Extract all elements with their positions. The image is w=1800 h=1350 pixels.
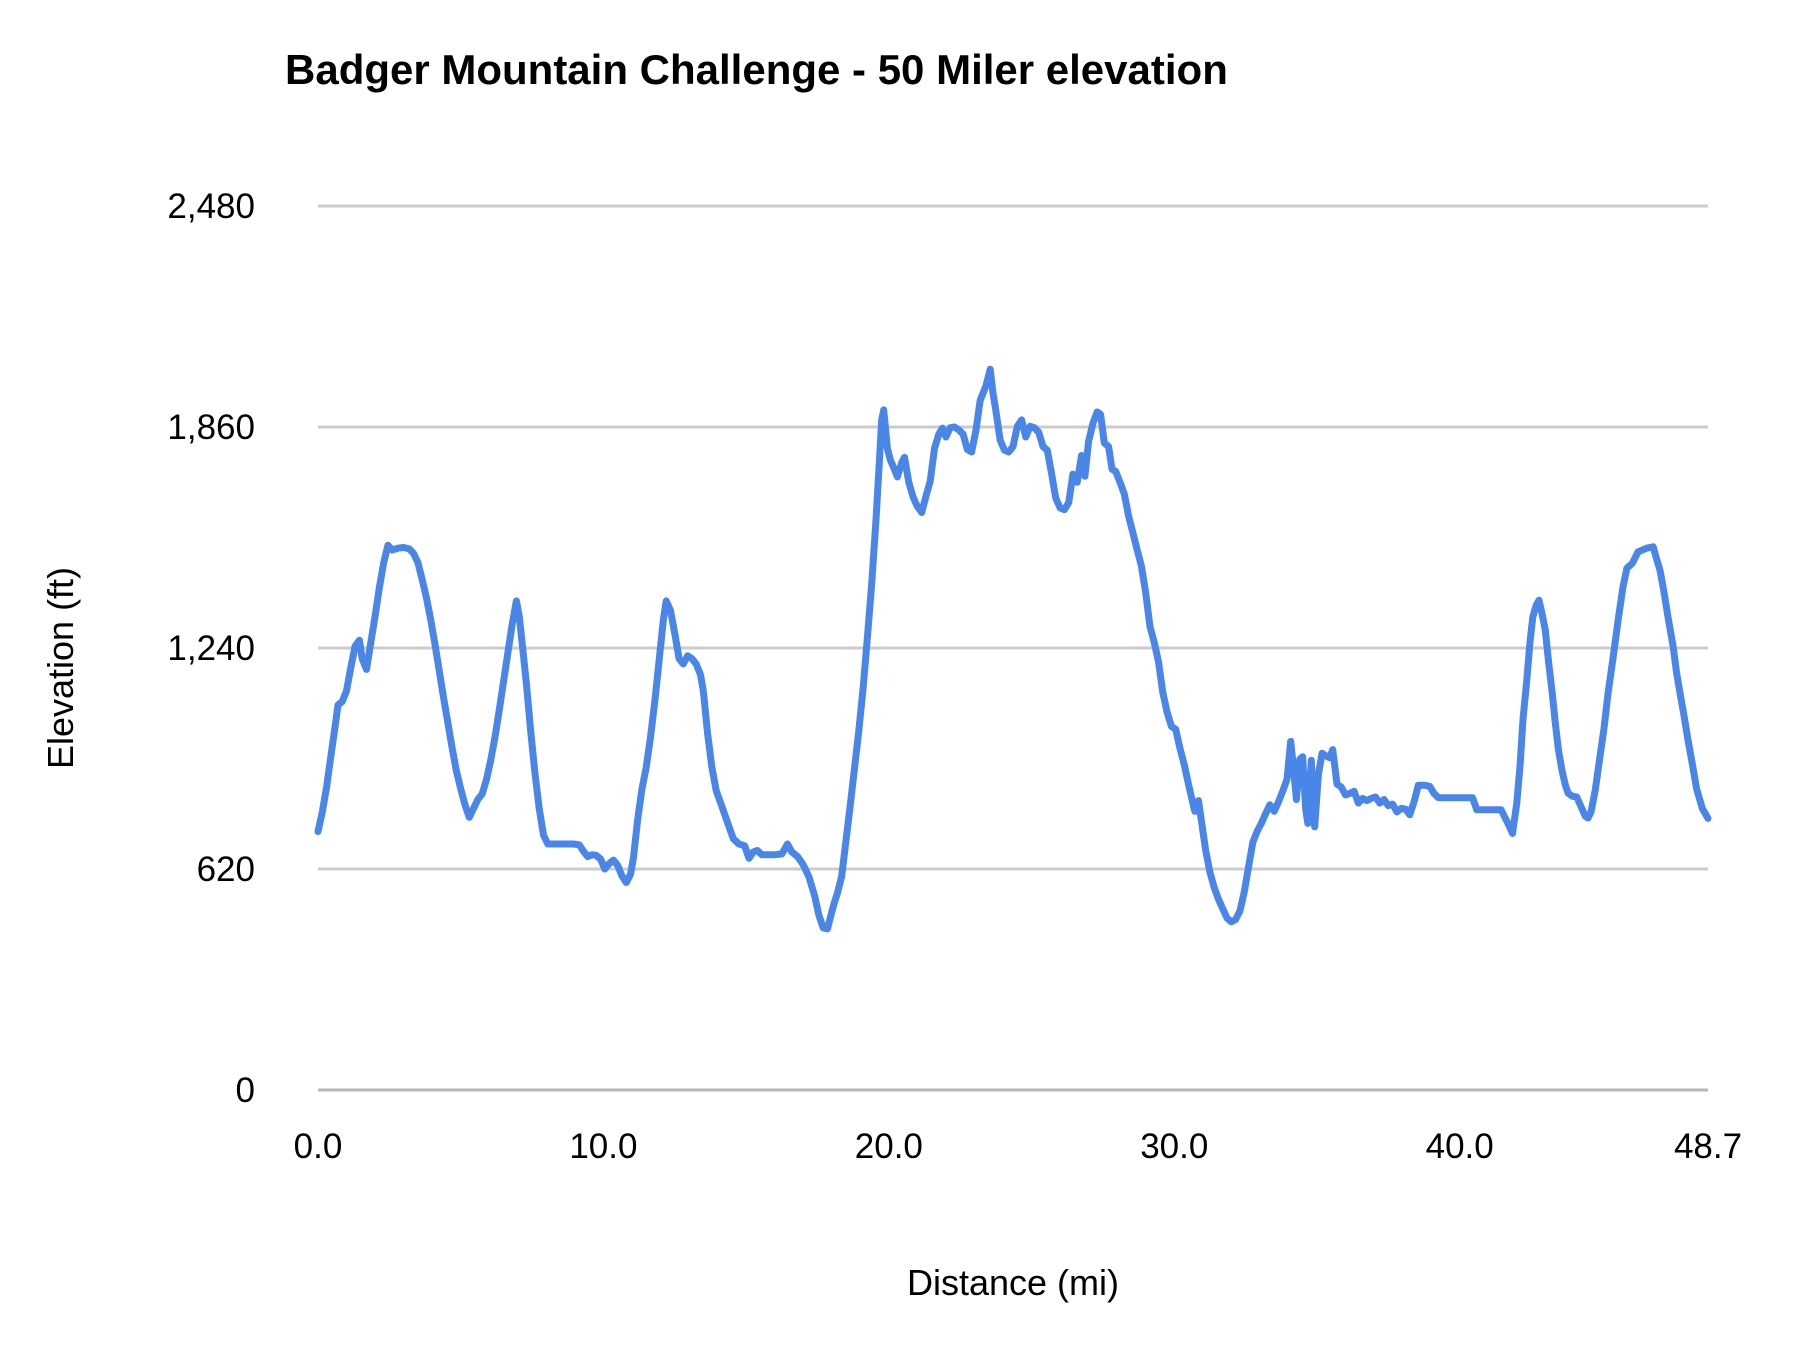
- y-tick-label-1,860: 1,860: [167, 408, 255, 447]
- x-axis-tick-labels: 0.0 10.0 20.0 30.0 40.0 48.7: [294, 1127, 1742, 1166]
- x-tick-label-30.0: 30.0: [1140, 1127, 1208, 1166]
- y-tick-label-1,240: 1,240: [167, 629, 255, 668]
- elevation-line-series: [314, 365, 1712, 933]
- y-axis-title: Elevation (ft): [40, 567, 81, 769]
- chart-title: Badger Mountain Challenge - 50 Miler ele…: [285, 46, 1228, 93]
- x-tick-label-0.0: 0.0: [294, 1127, 343, 1166]
- x-axis-title: Distance (mi): [907, 1262, 1119, 1303]
- y-tick-label-0: 0: [236, 1071, 255, 1110]
- y-tick-label-620: 620: [197, 850, 255, 889]
- y-axis-tick-labels: 0 620 1,240 1,860 2,480: [167, 187, 255, 1110]
- x-tick-label-48.7: 48.7: [1674, 1127, 1742, 1166]
- x-tick-label-20.0: 20.0: [855, 1127, 923, 1166]
- y-tick-label-2,480: 2,480: [167, 187, 255, 226]
- x-tick-label-40.0: 40.0: [1426, 1127, 1494, 1166]
- x-tick-label-10.0: 10.0: [569, 1127, 637, 1166]
- gridlines: [318, 204, 1708, 1092]
